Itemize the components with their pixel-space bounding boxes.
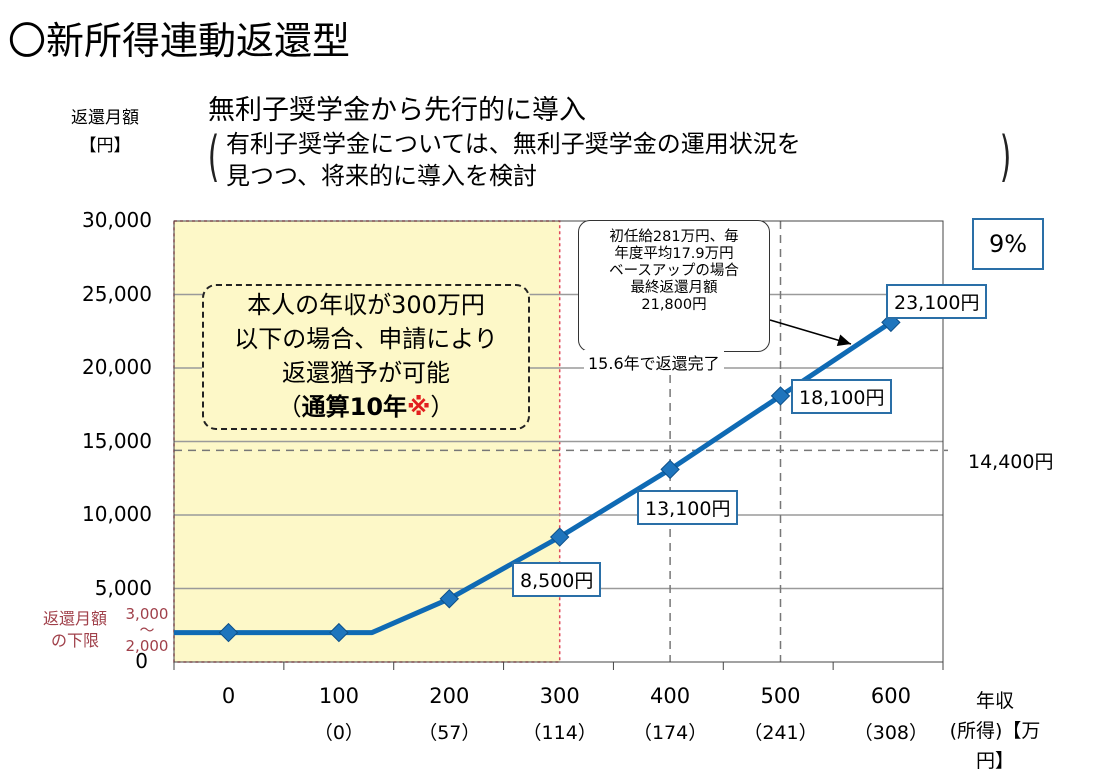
lower-limit-range: 3,000 ～ 2,000 xyxy=(122,606,172,654)
lower-limit-label: 返還月額 の下限 xyxy=(30,608,120,652)
salary-annotation: 初任給281万円、毎 年度平均17.9万円 ベースアップの場合 最終返還月額 2… xyxy=(578,220,770,352)
x-axis-label-line1: 年収 xyxy=(975,690,1014,712)
lower-limit-tilde: ～ xyxy=(139,621,155,639)
series-markers xyxy=(218,312,901,643)
x-tick-sublabel: （0） xyxy=(313,722,364,744)
reference-value-label: 14,400円 xyxy=(968,451,1054,473)
y-tick-label: 10,000 xyxy=(82,502,152,526)
data-label-400: 13,100円 xyxy=(637,490,739,525)
y-tick-label: 5,000 xyxy=(94,575,152,600)
deferral-callout: 本人の年収が300万円 以下の場合、申請により 返還猶予が可能 （通算10年※） xyxy=(202,284,530,430)
note-right-brace: ) xyxy=(999,125,1012,188)
x-tick-marks xyxy=(173,662,944,670)
x-tick-sublabel: （308） xyxy=(853,722,929,744)
annotation-line3: ベースアップの場合 xyxy=(609,263,739,279)
annotation-line1: 初任給281万円、毎 xyxy=(609,229,739,245)
deferral-line2: 以下の場合、申請により xyxy=(234,325,498,353)
data-label-500: 18,100円 xyxy=(791,379,893,414)
lower-limit-upper: 3,000 xyxy=(125,605,169,623)
annotation-line2: 年度平均17.9万円 xyxy=(614,246,734,262)
y-axis-unit-line1: 返還月額 xyxy=(71,108,139,128)
x-tick-sublabel: （174） xyxy=(632,722,708,744)
lower-limit-lower: 2,000 xyxy=(125,637,169,655)
x-tick-label: 600 xyxy=(870,684,911,708)
note-left-brace: ( xyxy=(207,125,220,188)
data-marker xyxy=(660,459,680,480)
deferral-paren-open: （ xyxy=(277,393,302,421)
annotation-arrowhead xyxy=(836,334,851,347)
x-tick-label: 100 xyxy=(318,684,359,708)
data-marker xyxy=(329,622,349,643)
y-tick-label: 0 xyxy=(135,649,148,673)
deferral-paren-close: ） xyxy=(430,393,455,421)
plot-frame xyxy=(173,220,944,663)
y-axis-unit: 返還月額 【円】 xyxy=(60,104,150,160)
deferral-line3: 返還猶予が可能 xyxy=(282,359,450,387)
x-tick-label: 300 xyxy=(539,684,580,708)
annotation-arrow xyxy=(769,319,852,345)
annotation-line4: 最終返還月額 xyxy=(630,280,718,296)
x-axis-label: 年収 (所得)【万円】 xyxy=(940,686,1050,776)
data-marker xyxy=(439,589,460,609)
lower-limit-line1: 返還月額 xyxy=(42,609,107,628)
annotation-line5: 21,800円 xyxy=(641,297,707,313)
note: 有利子奨学金については、無利子奨学金の運用状況を 見つつ、将来的に導入を検討 xyxy=(226,128,801,192)
data-label-300: 8,500円 xyxy=(512,562,602,597)
data-label-600: 23,100円 xyxy=(886,284,988,319)
x-tick-label: 500 xyxy=(760,684,801,708)
y-axis-unit-line2: 【円】 xyxy=(79,136,131,156)
deferral-line4: （通算10年※） xyxy=(204,390,528,424)
note-line2: 見つつ、将来的に導入を検討 xyxy=(226,162,538,190)
deferral-line1: 本人の年収が300万円 xyxy=(247,291,485,319)
data-marker xyxy=(770,386,791,406)
completion-label: 15.6年で返還完了 xyxy=(584,350,724,374)
x-tick-label: 400 xyxy=(650,684,691,708)
lower-limit-line2: の下限 xyxy=(50,631,99,650)
x-tick-sublabel: （241） xyxy=(743,722,818,744)
data-marker xyxy=(218,622,239,643)
x-tick-sublabel: （114） xyxy=(522,722,597,744)
rate-badge: 9% xyxy=(972,218,1044,270)
x-tick-label: 0 xyxy=(221,684,236,708)
y-tick-label: 20,000 xyxy=(82,355,152,379)
x-axis-label-line2: (所得)【万円】 xyxy=(949,720,1041,772)
note-line1: 有利子奨学金については、無利子奨学金の運用状況を xyxy=(226,130,801,158)
x-tick-label: 200 xyxy=(429,684,470,708)
deferral-note-mark: ※ xyxy=(407,393,431,421)
y-tick-label: 25,000 xyxy=(82,281,152,306)
y-tick-label: 15,000 xyxy=(82,428,152,453)
y-tick-label: 30,000 xyxy=(82,208,152,232)
page-title: 〇新所得連動返還型 xyxy=(8,19,351,63)
x-tick-sublabel: （57） xyxy=(418,722,481,744)
subtitle: 無利子奨学金から先行的に導入 xyxy=(208,95,586,126)
deferral-years: 通算10年 xyxy=(301,393,408,421)
data-marker xyxy=(549,527,570,547)
